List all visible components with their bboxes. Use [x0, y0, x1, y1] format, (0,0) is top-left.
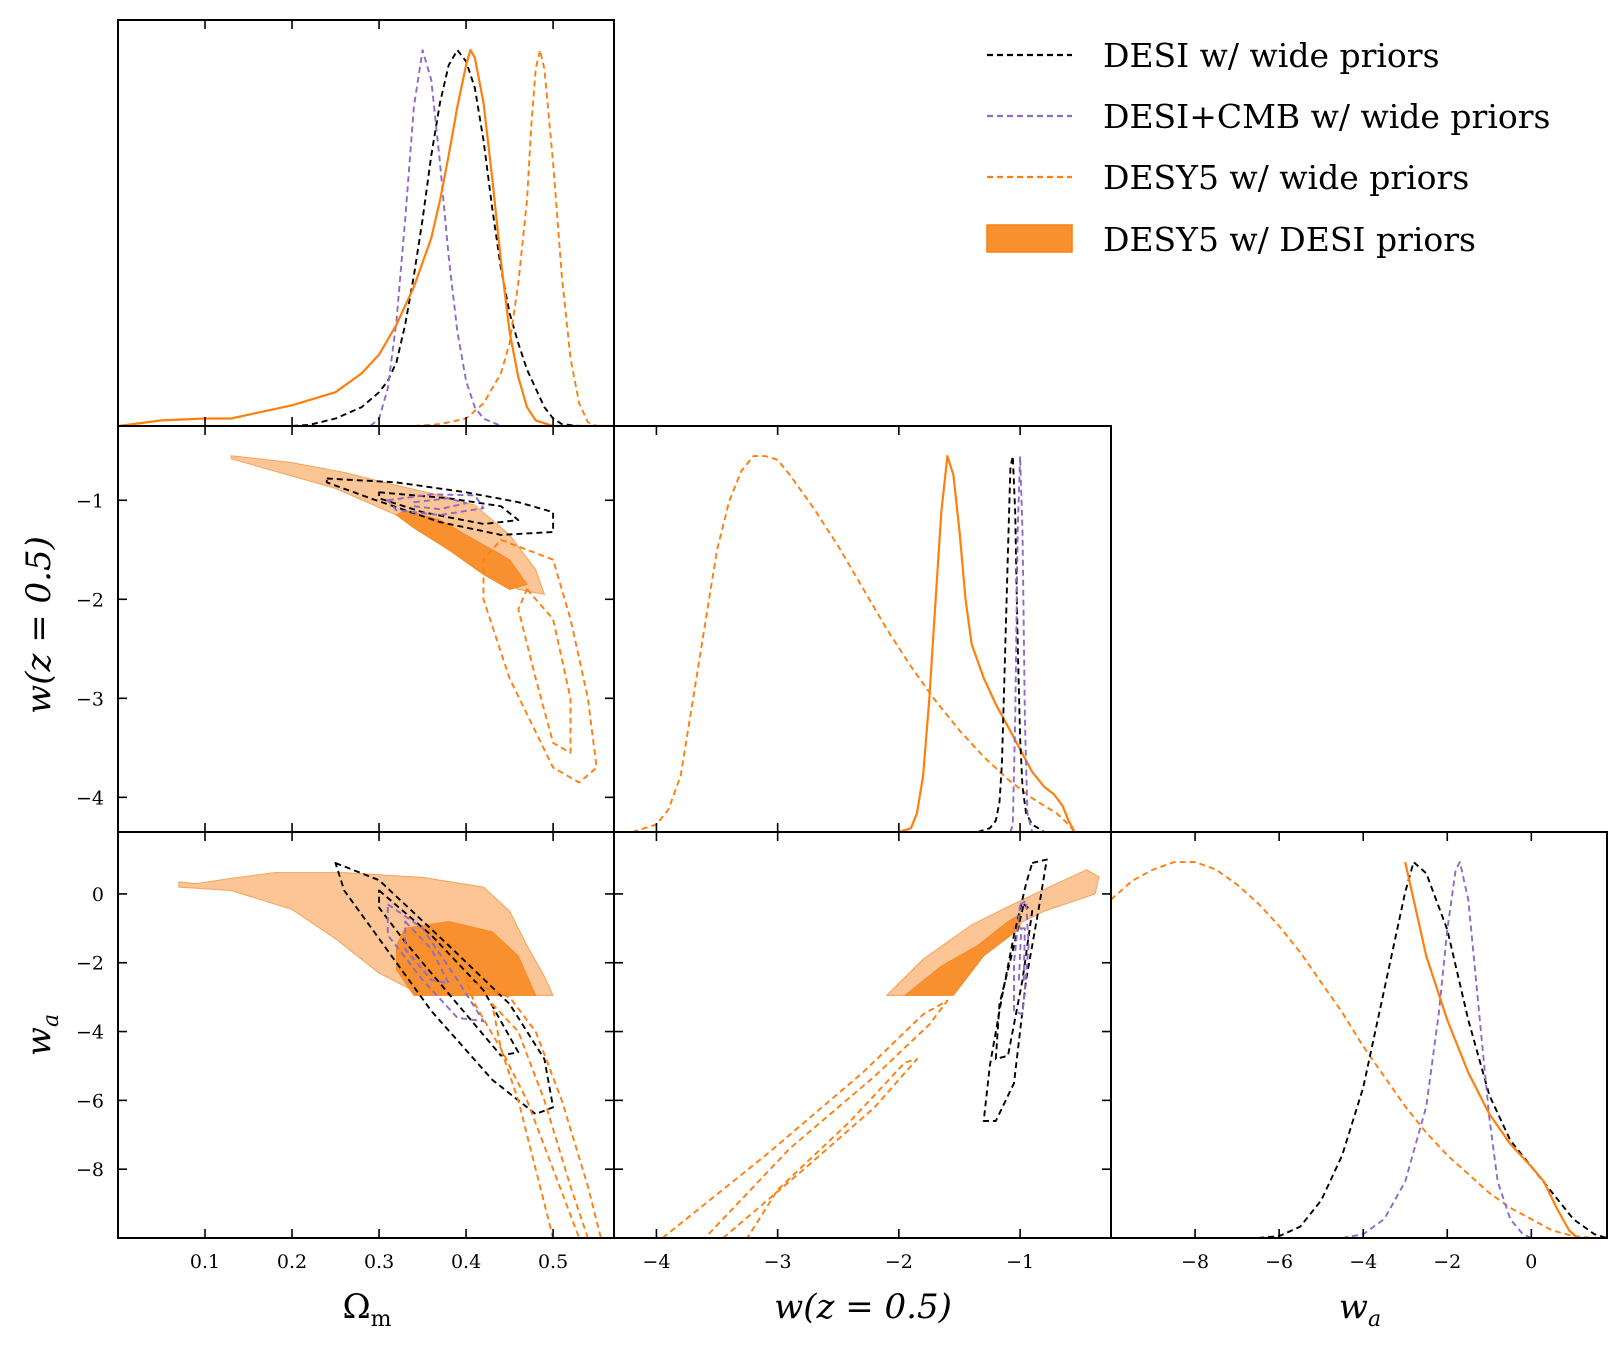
ticks: −4 −3 −2 −1	[76, 426, 614, 832]
x-tick-label: −1	[1006, 1251, 1034, 1273]
y-tick-label: −2	[76, 953, 104, 975]
marginal-desi-cmb	[1009, 455, 1034, 832]
contour-desi-cmb	[1013, 899, 1030, 1016]
y-axis-labels: w(z = 0.5) wa	[19, 536, 64, 1056]
x-axis-labels: Ωm w(z = 0.5) wa	[342, 1287, 1381, 1332]
ticks: 0.1 0.2 0.3 0.4 0.5 −8 −6 −4 −2 0	[76, 832, 614, 1273]
panel-om-w: −4 −3 −2 −1	[76, 425, 615, 833]
y-tick-label: −4	[76, 787, 104, 809]
x-tick-label: −4	[642, 1251, 670, 1273]
x-tick-label: −4	[1349, 1251, 1377, 1273]
marginal-desi	[1258, 861, 1607, 1238]
marginal-desy5-wide	[1111, 861, 1595, 1238]
y-tick-label: −2	[76, 589, 104, 611]
x-tick-label: 0.4	[451, 1251, 481, 1273]
y-axis-label-w: w(z = 0.5)	[19, 536, 59, 714]
contour-desi-cmb	[404, 920, 450, 985]
marginal-desi-cmb	[369, 49, 502, 426]
contour-desi	[334, 862, 555, 1116]
marginal-desi-cmb	[1342, 861, 1532, 1238]
ticks: −4 −3 −2 −1	[614, 832, 1111, 1273]
y-tick-label: −4	[76, 1022, 104, 1044]
contour-desi	[994, 903, 1034, 1061]
x-tick-label: −6	[1265, 1251, 1293, 1273]
y-axis-label-wa: wa	[19, 1014, 64, 1056]
y-tick-label: −3	[76, 688, 104, 710]
marginal-desy5-prior	[1404, 861, 1579, 1238]
marginal-desy5-prior	[118, 49, 614, 426]
contour-fill-inner	[395, 509, 528, 590]
x-tick-label: 0.5	[538, 1251, 568, 1273]
y-tick-label: 0	[92, 884, 104, 906]
contour-desi	[378, 491, 520, 525]
y-tick-label: −1	[76, 490, 104, 512]
plot-area	[178, 862, 602, 1238]
panel-frame	[613, 425, 1112, 833]
contour-desy5-wide	[465, 978, 602, 1238]
marginal-desi	[977, 455, 1045, 832]
legend-label-desy5-prior: DESY5 w/ DESI priors	[1103, 220, 1476, 259]
x-tick-label: 0	[1525, 1251, 1537, 1273]
x-axis-label-w: w(z = 0.5)	[774, 1287, 952, 1327]
plot-area	[631, 455, 1076, 832]
contour-desi-cmb	[1017, 927, 1026, 981]
x-tick-label: −3	[764, 1251, 792, 1273]
marginal-desi	[291, 49, 580, 426]
contour-desi-cmb	[386, 493, 485, 517]
contour-fill-outer	[885, 869, 1100, 996]
panel-om-marginal	[117, 19, 615, 427]
contour-desy5-wide	[722, 1058, 918, 1238]
ticks: −8 −6 −4 −2 0	[1181, 832, 1537, 1273]
x-tick-label: −2	[1433, 1251, 1461, 1273]
panel-om-wa: 0.1 0.2 0.3 0.4 0.5 −8 −6 −4 −2 0	[76, 831, 615, 1273]
plot-area	[661, 858, 1100, 1238]
panel-wa-marginal: −8 −6 −4 −2 0	[1110, 831, 1608, 1273]
contour-desi	[982, 858, 1048, 1122]
panel-w-wa: −4 −3 −2 −1	[613, 831, 1112, 1273]
ticks	[655, 426, 1021, 832]
legend: DESI w/ wide priors DESI+CMB w/ wide pri…	[986, 36, 1550, 259]
legend-label-desy5-wide: DESY5 w/ wide priors	[1103, 158, 1469, 197]
x-axis-label-omega-m: Ωm	[342, 1287, 391, 1332]
contour-desy5-wide	[517, 588, 572, 754]
y-tick-label: −8	[76, 1159, 104, 1181]
contour-desi	[325, 477, 555, 536]
x-tick-label: 0.1	[190, 1251, 220, 1273]
contour-desi-cmb	[386, 903, 485, 1023]
legend-patch-desy5-prior	[986, 224, 1073, 253]
legend-label-desi: DESI w/ wide priors	[1103, 36, 1440, 75]
x-tick-label: −2	[885, 1251, 913, 1273]
marginal-desy5-prior	[898, 455, 1076, 832]
panel-frame	[117, 19, 615, 427]
legend-label-desi-cmb: DESI+CMB w/ wide priors	[1103, 97, 1550, 136]
contour-desy5-wide	[661, 999, 949, 1238]
x-tick-label: −8	[1181, 1251, 1209, 1273]
plot-area	[1111, 861, 1607, 1238]
contour-desy5-wide	[491, 1003, 589, 1238]
x-tick-label: 0.3	[364, 1251, 394, 1273]
contour-desy5-wide	[482, 538, 598, 784]
panel-w-marginal	[613, 425, 1112, 833]
x-tick-label: 0.2	[277, 1251, 307, 1273]
x-axis-label-wa: wa	[1339, 1287, 1381, 1332]
plot-area	[230, 455, 598, 784]
ticks	[204, 20, 554, 426]
marginal-desy5-wide	[413, 49, 597, 426]
contour-fill-inner	[903, 913, 1021, 996]
panel-frame	[1110, 831, 1608, 1239]
plot-area	[118, 49, 614, 426]
y-tick-label: −6	[76, 1090, 104, 1112]
contour-fill-inner	[396, 920, 537, 996]
